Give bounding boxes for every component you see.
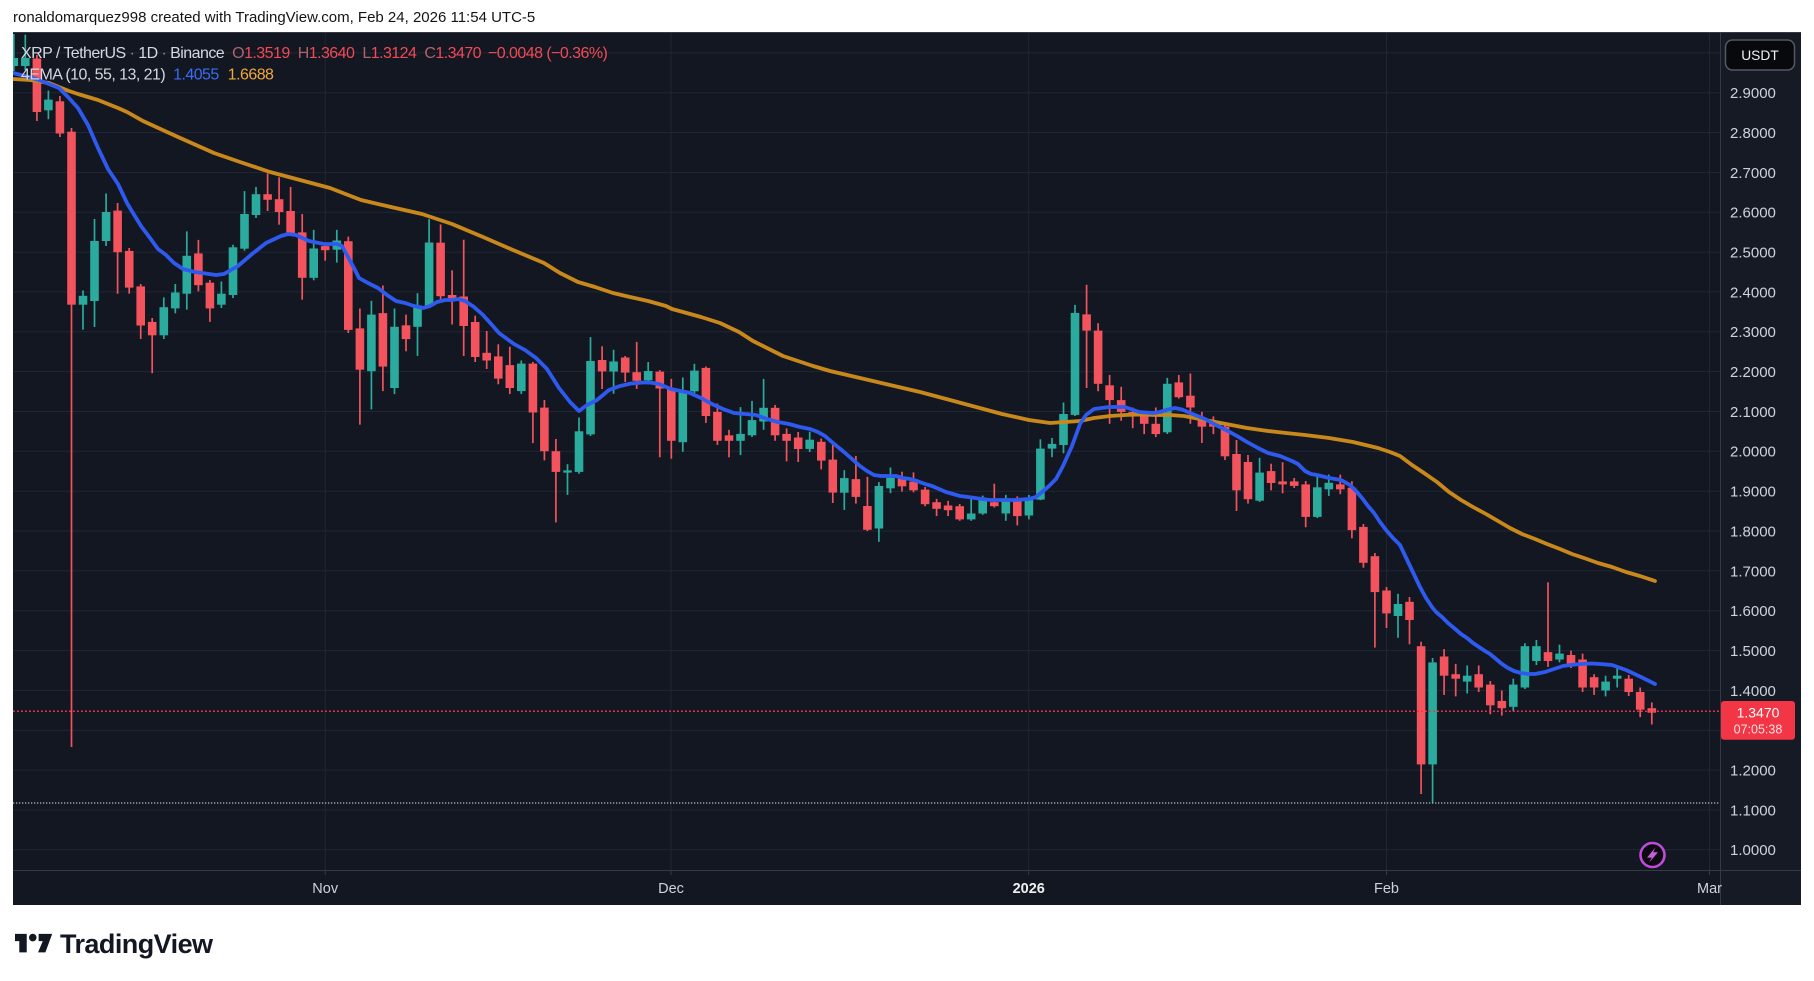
- svg-text:2.4000: 2.4000: [1730, 284, 1776, 301]
- svg-text:2026: 2026: [1013, 881, 1045, 897]
- svg-text:2.2000: 2.2000: [1730, 364, 1776, 381]
- svg-text:2.6000: 2.6000: [1730, 205, 1776, 222]
- svg-text:Dec: Dec: [658, 881, 684, 897]
- svg-text:Feb: Feb: [1374, 881, 1399, 897]
- svg-text:2.0000: 2.0000: [1730, 444, 1776, 461]
- svg-text:Nov: Nov: [312, 881, 339, 897]
- svg-text:1.2000: 1.2000: [1730, 763, 1776, 780]
- svg-text:1.8000: 1.8000: [1730, 523, 1776, 540]
- svg-text:1.4000: 1.4000: [1730, 683, 1776, 700]
- svg-text:1.5000: 1.5000: [1730, 643, 1776, 660]
- svg-text:USDT: USDT: [1741, 48, 1779, 63]
- svg-text:1.1000: 1.1000: [1730, 802, 1776, 819]
- svg-text:2.3000: 2.3000: [1730, 324, 1776, 341]
- svg-text:2.5000: 2.5000: [1730, 245, 1776, 262]
- svg-text:2.9000: 2.9000: [1730, 85, 1776, 102]
- svg-text:1.0000: 1.0000: [1730, 842, 1776, 859]
- svg-text:1.7000: 1.7000: [1730, 563, 1776, 580]
- svg-text:1.3470: 1.3470: [1737, 705, 1780, 721]
- svg-text:1.9000: 1.9000: [1730, 484, 1776, 501]
- svg-text:1.6000: 1.6000: [1730, 603, 1776, 620]
- svg-text:2.1000: 2.1000: [1730, 404, 1776, 421]
- svg-text:2.7000: 2.7000: [1730, 165, 1776, 182]
- svg-text:Mar: Mar: [1697, 881, 1722, 897]
- svg-text:2.8000: 2.8000: [1730, 125, 1776, 142]
- svg-text:07:05:38: 07:05:38: [1734, 723, 1783, 737]
